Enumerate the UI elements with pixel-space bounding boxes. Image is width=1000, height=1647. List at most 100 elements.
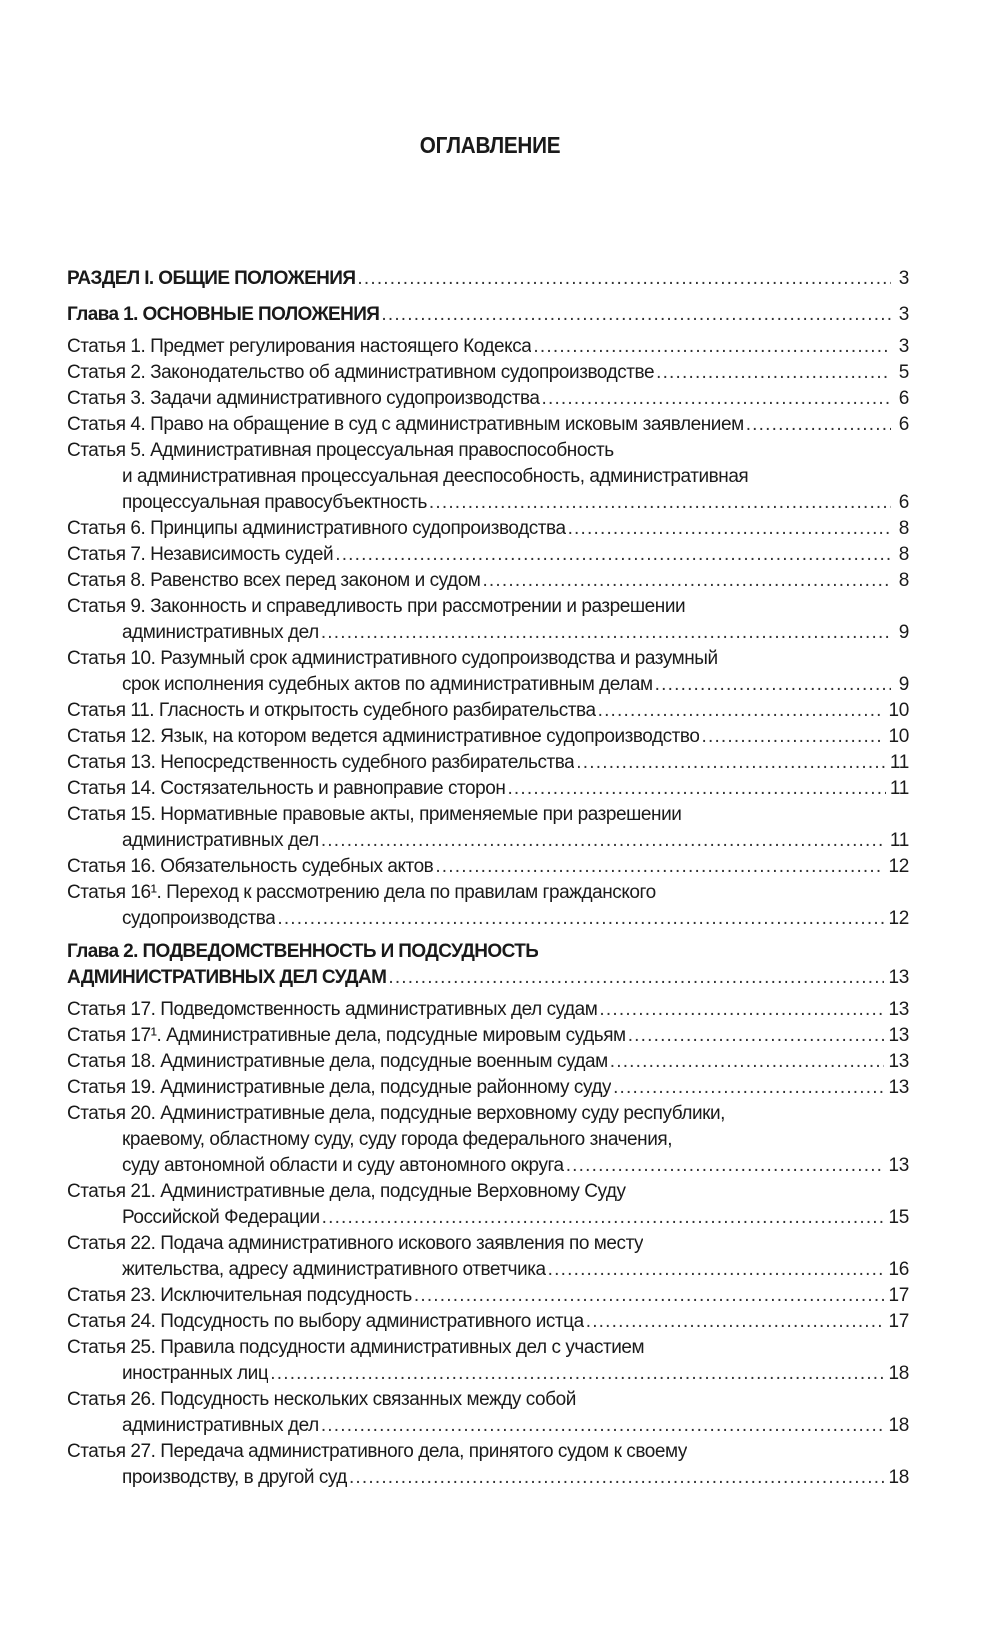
toc-entry-text: Статья 22. Подача административного иско…	[67, 1233, 644, 1254]
toc-line: Статья 16¹. Переход к рассмотрению дела …	[67, 880, 909, 906]
toc-line: административных дел 11	[67, 828, 909, 854]
page-number: 6	[898, 492, 910, 513]
dot-leader	[270, 1361, 884, 1387]
toc-entry-chapter: Глава 1. ОСНОВНЫЕ ПОЛОЖЕНИЯ 3	[67, 302, 909, 328]
toc-entry-article: Статья 8. Равенство всех перед законом и…	[67, 568, 909, 594]
toc-line: Статья 5. Административная процессуальна…	[67, 438, 909, 464]
toc-line: суду автономной области и суду автономно…	[67, 1153, 909, 1179]
dot-leader	[388, 965, 884, 991]
toc-line: иностранных лиц 18	[67, 1361, 909, 1387]
toc-line: Статья 19. Административные дела, подсуд…	[67, 1075, 909, 1101]
toc-line: АДМИНИСТРАТИВНЫХ ДЕЛ СУДАМ 13	[67, 965, 909, 991]
dot-leader	[322, 1205, 885, 1231]
toc-entry-text: Статья 6. Принципы административного суд…	[67, 518, 566, 539]
dot-leader	[533, 334, 891, 360]
toc-line: Глава 2. ПОДВЕДОМСТВЕННОСТЬ И ПОДСУДНОСТ…	[67, 939, 909, 965]
toc-entry-text: Статья 15. Нормативные правовые акты, пр…	[67, 804, 682, 825]
toc-entry-article: Статья 15. Нормативные правовые акты, пр…	[67, 802, 909, 854]
toc-entry-text: Статья 11. Гласность и открытость судебн…	[67, 700, 596, 721]
dot-leader	[277, 906, 884, 932]
toc-line: производству, в другой суд 18	[67, 1465, 909, 1491]
toc-entry-text: Статья 16. Обязательность судебных актов	[67, 856, 434, 877]
toc-entry-text: процессуальная правосубъектность	[122, 492, 427, 513]
toc-line: Статья 18. Административные дела, подсуд…	[67, 1049, 909, 1075]
dot-leader	[701, 724, 884, 750]
toc-entry-text: Статья 12. Язык, на котором ведется адми…	[67, 726, 700, 747]
toc-entry-text: Статья 9. Законность и справедливость пр…	[67, 596, 686, 617]
toc-entry-chapter: Глава 2. ПОДВЕДОМСТВЕННОСТЬ И ПОДСУДНОСТ…	[67, 939, 909, 991]
page-number: 11	[889, 830, 909, 851]
toc-entry-article: Статья 6. Принципы административного суд…	[67, 516, 909, 542]
toc-line: Статья 23. Исключительная подсудность 17	[67, 1283, 909, 1309]
toc-entry-text: Статья 8. Равенство всех перед законом и…	[67, 570, 481, 591]
page-number: 13	[888, 1155, 909, 1176]
toc-line: Статья 2. Законодательство об администра…	[67, 360, 909, 386]
toc-entry-text: Статья 13. Непосредственность судебного …	[67, 752, 575, 773]
dot-leader	[414, 1283, 885, 1309]
toc-entry-text: Глава 2. ПОДВЕДОМСТВЕННОСТЬ И ПОДСУДНОСТ…	[67, 941, 539, 962]
toc-line: Статья 4. Право на обращение в суд с адм…	[67, 412, 909, 438]
page-number: 6	[898, 414, 910, 435]
dot-leader	[321, 1413, 885, 1439]
toc-line: Статья 26. Подсудность нескольких связан…	[67, 1387, 909, 1413]
toc-line: Статья 14. Состязательность и равноправи…	[67, 776, 909, 802]
toc-line: срок исполнения судебных актов по админи…	[67, 672, 909, 698]
toc-entry-text: Статья 2. Законодательство об администра…	[67, 362, 655, 383]
toc-entry-text: срок исполнения судебных актов по админи…	[122, 674, 653, 695]
toc-entry-text: Статья 1. Предмет регулирования настояще…	[67, 336, 532, 357]
dot-leader	[429, 490, 891, 516]
dot-leader	[598, 698, 885, 724]
toc-entry-text: административных дел	[122, 1415, 319, 1436]
page-number: 13	[888, 1025, 909, 1046]
page-number: 9	[898, 674, 910, 695]
toc-line: Статья 16. Обязательность судебных актов…	[67, 854, 909, 880]
toc-entry-text: Статья 17¹. Административные дела, подсу…	[67, 1025, 626, 1046]
toc-line: административных дел 9	[67, 620, 909, 646]
page-number: 10	[888, 726, 909, 747]
toc-line: Статья 17. Подведомственность администра…	[67, 997, 909, 1023]
dot-leader	[599, 997, 884, 1023]
toc-entry-text: судопроизводства	[122, 908, 276, 929]
page-number: 10	[888, 700, 909, 721]
toc-line: Статья 3. Задачи административного судоп…	[67, 386, 909, 412]
toc-entry-text: Статья 10. Разумный срок административно…	[67, 648, 718, 669]
toc-entry-text: административных дел	[122, 622, 319, 643]
toc-entry-text: Статья 7. Независимость судей	[67, 544, 334, 565]
dot-leader	[746, 412, 891, 438]
toc-line: Статья 11. Гласность и открытость судебн…	[67, 698, 909, 724]
toc-line: Статья 27. Передача административного де…	[67, 1439, 909, 1465]
toc-entry-text: Статья 4. Право на обращение в суд с адм…	[67, 414, 744, 435]
dot-leader	[656, 360, 891, 386]
page-number: 18	[888, 1467, 909, 1488]
page-number: 11	[889, 778, 909, 799]
toc-line: процессуальная правосубъектность 6	[67, 490, 909, 516]
dot-leader	[542, 386, 892, 412]
page-title: ОГЛАВЛЕНИЕ	[419, 132, 561, 158]
toc-entry-text: Статья 21. Административные дела, подсуд…	[67, 1181, 626, 1202]
dot-leader	[568, 516, 891, 542]
toc-entry-text: Статья 20. Административные дела, подсуд…	[67, 1103, 726, 1124]
toc-line: административных дел 18	[67, 1413, 909, 1439]
toc-entry-text: Российской Федерации	[122, 1207, 320, 1228]
toc-line: РАЗДЕЛ I. ОБЩИЕ ПОЛОЖЕНИЯ 3	[67, 266, 909, 292]
toc-entry-text: иностранных лиц	[122, 1363, 269, 1384]
dot-leader	[655, 672, 891, 698]
toc-line: Статья 15. Нормативные правовые акты, пр…	[67, 802, 909, 828]
toc-entry-article: Статья 20. Административные дела, подсуд…	[67, 1101, 909, 1179]
toc-line: Статья 13. Непосредственность судебного …	[67, 750, 909, 776]
toc-entry-text: Статья 17. Подведомственность администра…	[67, 999, 598, 1020]
toc-line: Статья 22. Подача административного иско…	[67, 1231, 909, 1257]
toc-entry-text: жительства, адресу административного отв…	[122, 1259, 546, 1280]
toc-entry-article: Статья 27. Передача административного де…	[67, 1439, 909, 1491]
toc-line: Статья 20. Административные дела, подсуд…	[67, 1101, 909, 1127]
page-number: 18	[888, 1415, 909, 1436]
dot-leader	[548, 1257, 885, 1283]
toc-entry-text: Статья 26. Подсудность нескольких связан…	[67, 1389, 576, 1410]
toc-entry-text: Статья 24. Подсудность по выбору админис…	[67, 1311, 584, 1332]
page-number: 12	[888, 856, 909, 877]
toc-entry-article: Статья 14. Состязательность и равноправи…	[67, 776, 909, 802]
dot-leader	[628, 1023, 885, 1049]
toc-entry-article: Статья 26. Подсудность нескольких связан…	[67, 1387, 909, 1439]
toc-entry-article: Статья 17. Подведомственность администра…	[67, 997, 909, 1023]
toc-line: Глава 1. ОСНОВНЫЕ ПОЛОЖЕНИЯ 3	[67, 302, 909, 328]
